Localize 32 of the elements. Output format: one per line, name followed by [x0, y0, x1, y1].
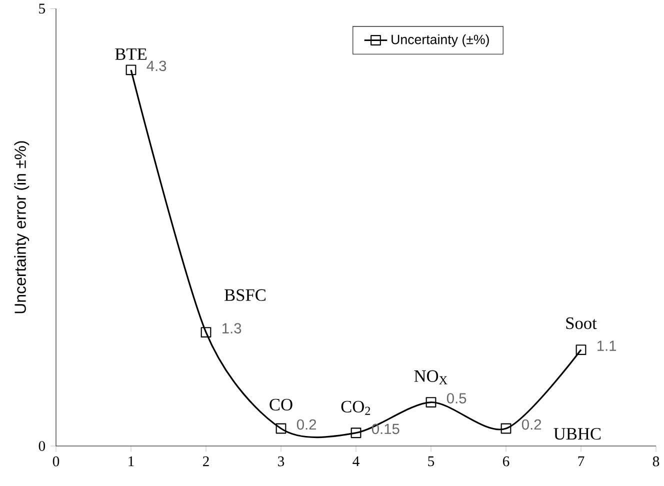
point — [350, 428, 362, 438]
annotation: BTE — [115, 48, 147, 60]
x-tick-label: 5 — [428, 456, 434, 466]
data-label: 0.2 — [296, 419, 316, 430]
data-label: 0.15 — [372, 424, 400, 434]
x-tick-label: 2 — [202, 456, 209, 466]
x-tick-label: 6 — [502, 456, 510, 466]
data-label: 0.2 — [522, 419, 542, 430]
x-tick-label: 0 — [52, 456, 60, 466]
annotation: UBHC — [554, 428, 601, 440]
data-label: 4.3 — [146, 60, 166, 72]
annotation: Soot — [566, 317, 597, 330]
annotation: BSFC — [224, 289, 266, 301]
annotation: NO$_{X}$ — [414, 370, 448, 384]
data-label: 0.5 — [446, 393, 466, 404]
y-axis-title: Uncertainty error (in ±%) — [14, 141, 30, 314]
x-tick-label: 3 — [278, 456, 284, 466]
point — [200, 327, 212, 338]
x-tick-label: 7 — [578, 456, 584, 466]
point — [500, 423, 512, 434]
point — [426, 397, 436, 408]
point — [276, 423, 286, 434]
x-tick-label: 4 — [352, 456, 360, 466]
point — [576, 344, 586, 355]
point — [126, 64, 136, 76]
annotation: CO — [270, 398, 292, 410]
annotation: CO$_{2}$ — [341, 400, 370, 415]
x-tick-label: 8 — [652, 456, 660, 466]
data-label: 1.1 — [597, 340, 616, 351]
x-tick-label: 1 — [128, 456, 134, 466]
legend-label: Uncertainty (±%) — [392, 34, 489, 47]
data-label: 1.3 — [222, 323, 242, 334]
